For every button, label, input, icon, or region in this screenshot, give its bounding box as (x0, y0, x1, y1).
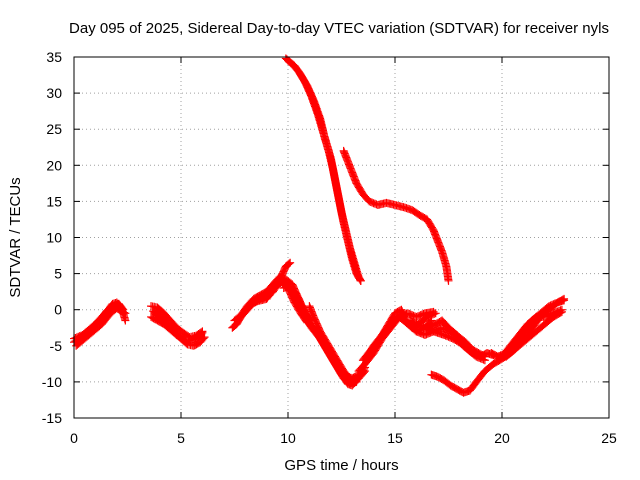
chart-title: Day 095 of 2025, Sidereal Day-to-day VTE… (69, 20, 609, 37)
data-point (556, 306, 565, 315)
series-arc-13 (305, 302, 370, 386)
y-tick-label: 35 (46, 49, 62, 65)
y-tick-label: -15 (42, 410, 62, 426)
data-point (558, 295, 567, 304)
series-arc-03 (72, 304, 130, 350)
series-arc-16 (363, 307, 438, 361)
data-point (120, 308, 129, 317)
x-tick-label: 20 (494, 430, 510, 446)
data-point (286, 258, 295, 267)
series-arc-19 (412, 327, 489, 365)
x-tick-label: 0 (70, 430, 78, 446)
data-point (197, 329, 206, 338)
data-point (479, 355, 488, 364)
series-arc-26 (498, 305, 566, 361)
y-tick-label: 15 (46, 193, 62, 209)
series-arc-06 (149, 307, 207, 345)
y-tick-label: -5 (50, 338, 63, 354)
y-tick-label: -10 (42, 374, 62, 390)
tick-labels: 0 5 10 15 20 25 -15 -10 -5 0 5 10 15 20 25 30 35 (42, 49, 617, 446)
y-axis-label: SDTVAR / TECUs (7, 177, 24, 297)
x-tick-label: 15 (387, 430, 403, 446)
y-tick-label: 0 (54, 302, 62, 318)
data-point (285, 259, 294, 268)
x-tick-label: 5 (177, 430, 185, 446)
series-arc-21 (284, 56, 365, 285)
data-points (70, 54, 569, 397)
series-arc-22 (339, 146, 453, 285)
y-tick-label: 20 (46, 157, 62, 173)
x-tick-label: 10 (280, 430, 296, 446)
x-axis-label: GPS time / hours (284, 457, 398, 474)
data-point (198, 328, 207, 337)
data-point (480, 356, 489, 365)
y-tick-label: 5 (54, 266, 62, 282)
data-point (557, 305, 566, 314)
data-point (356, 275, 365, 284)
y-tick-label: 10 (46, 230, 62, 246)
data-point (121, 316, 130, 325)
y-tick-label: 30 (46, 85, 62, 101)
data-point (121, 309, 130, 318)
data-point (356, 276, 365, 285)
data-point (560, 294, 569, 303)
plot-frame (73, 56, 610, 419)
data-point (444, 276, 453, 285)
series-arc-02 (70, 299, 128, 343)
series-arc-18 (423, 316, 498, 361)
x-tick-label: 25 (601, 430, 617, 446)
data-point (429, 307, 438, 316)
y-tick-label: 25 (46, 121, 62, 137)
